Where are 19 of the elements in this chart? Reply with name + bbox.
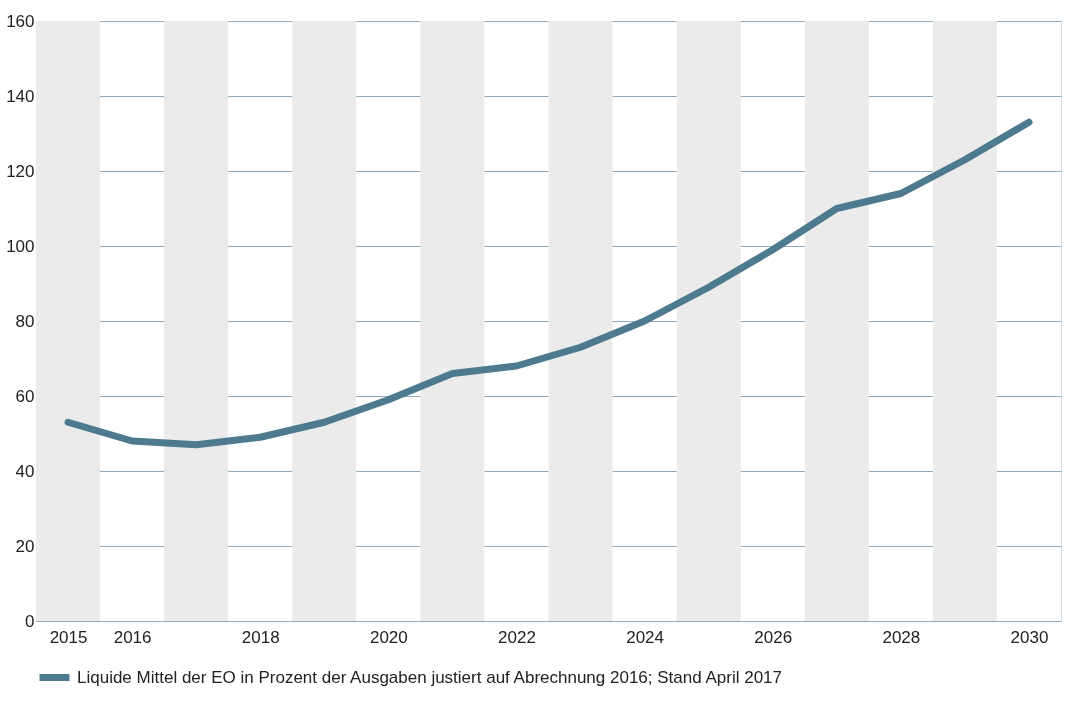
x-tick-label: 2024 — [626, 627, 665, 647]
y-tick-label: 80 — [15, 311, 35, 331]
legend-label: Liquide Mittel der EO in Prozent der Ausgaben justiert auf Abrechnung 2016; Stand April 2017 — [77, 667, 783, 687]
x-tick-label: 2030 — [1010, 627, 1049, 647]
x-tick-label: 2018 — [241, 627, 280, 647]
y-tick-label: 20 — [15, 536, 35, 556]
y-tick-label: 140 — [6, 86, 35, 106]
x-tick-label: 2022 — [498, 627, 536, 647]
y-tick-label: 0 — [25, 611, 35, 631]
x-tick-label: 2028 — [882, 627, 921, 647]
x-tick-label: 2015 — [49, 627, 88, 647]
y-tick-label: 160 — [6, 11, 35, 31]
y-tick-label: 40 — [15, 461, 35, 481]
y-tick-label: 60 — [15, 386, 35, 406]
x-tick-label: 2020 — [369, 627, 408, 647]
y-tick-label: 100 — [6, 236, 35, 256]
x-tick-label: 2026 — [754, 627, 793, 647]
y-tick-label: 120 — [6, 161, 35, 181]
x-tick-label: 2016 — [113, 627, 152, 647]
